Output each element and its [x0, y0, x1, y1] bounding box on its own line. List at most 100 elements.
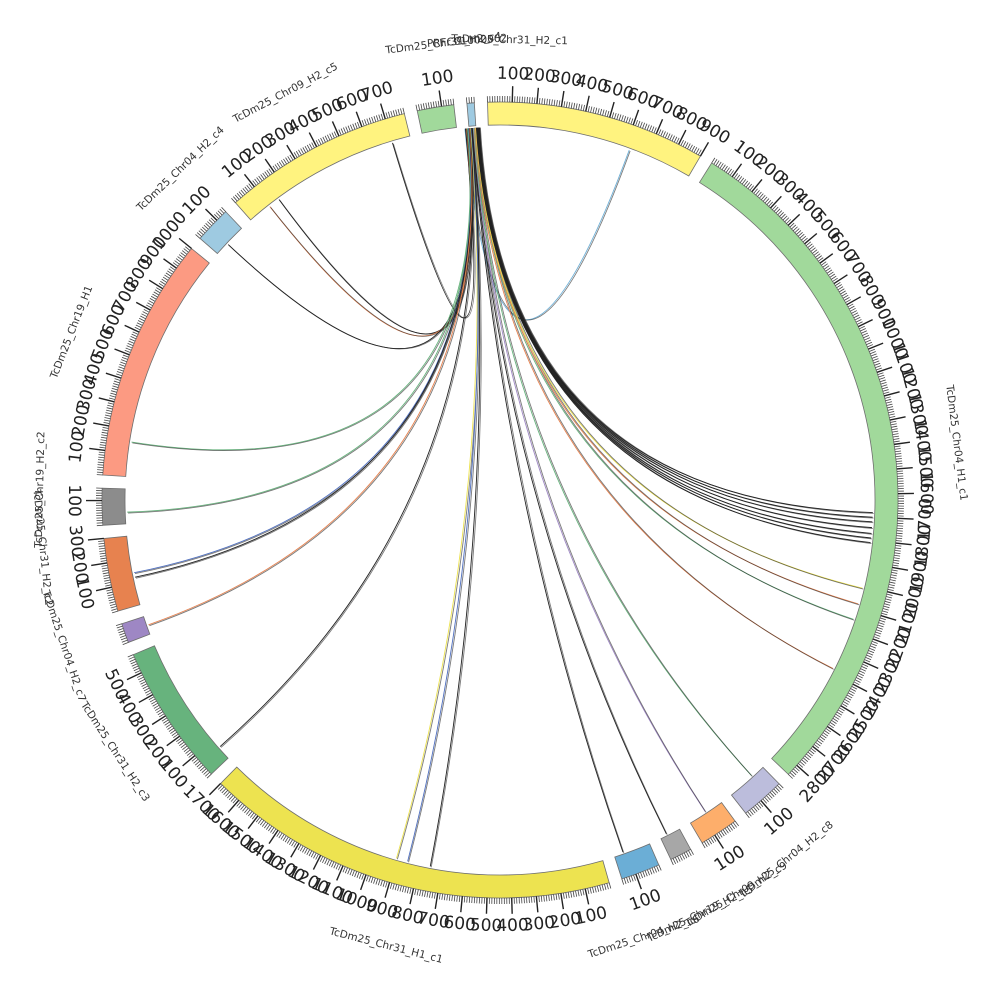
minor-tick [375, 115, 379, 122]
minor-tick [892, 433, 899, 435]
minor-tick [322, 857, 326, 864]
minor-tick [695, 148, 700, 154]
minor-tick [463, 896, 466, 903]
link-outline [149, 128, 474, 627]
minor-tick [892, 564, 899, 567]
minor-tick [234, 194, 240, 200]
minor-tick [606, 110, 610, 117]
minor-tick [392, 110, 396, 117]
minor-tick [231, 197, 236, 203]
minor-tick [713, 159, 718, 165]
minor-tick [133, 667, 140, 672]
minor-tick [633, 874, 636, 881]
minor-tick [616, 113, 619, 120]
minor-tick [533, 896, 535, 903]
minor-tick [153, 704, 160, 709]
link-TcDm25_Chr31_H1_c1 [429, 128, 481, 867]
minor-tick [165, 723, 172, 728]
minor-tick [382, 880, 386, 887]
minor-tick [894, 448, 901, 450]
major-tick [868, 342, 884, 350]
minor-tick [370, 877, 374, 884]
major-tick [336, 865, 344, 881]
minor-tick [261, 821, 267, 827]
minor-tick [685, 851, 690, 858]
minor-tick [548, 894, 550, 902]
minor-tick [599, 108, 603, 115]
minor-tick [855, 319, 862, 323]
minor-tick [361, 120, 365, 127]
minor-tick [725, 167, 730, 173]
minor-tick [125, 347, 132, 351]
major-tick [312, 854, 322, 870]
minor-tick [399, 885, 402, 892]
minor-tick [456, 895, 458, 902]
minor-tick [203, 224, 209, 230]
minor-tick [262, 172, 267, 179]
minor-tick [888, 586, 895, 589]
minor-tick [762, 798, 768, 804]
minor-tick [297, 844, 302, 851]
minor-tick [871, 355, 878, 359]
minor-tick [895, 455, 902, 458]
minor-tick [873, 636, 880, 640]
minor-tick [726, 826, 731, 833]
minor-tick [310, 851, 315, 858]
minor-tick [242, 188, 247, 194]
minor-tick [872, 358, 879, 362]
minor-tick [667, 133, 671, 140]
minor-tick [116, 625, 123, 629]
minor-tick [328, 860, 333, 867]
minor-tick [306, 849, 311, 855]
major-tick [243, 173, 255, 188]
major-tick [535, 896, 539, 913]
minor-tick [185, 246, 191, 251]
major-tick [872, 638, 889, 646]
minor-tick [147, 302, 153, 307]
minor-tick [590, 106, 593, 113]
tick-label: 100 [420, 66, 455, 91]
minor-tick [799, 761, 805, 766]
minor-tick [876, 629, 883, 633]
minor-tick [105, 584, 112, 587]
minor-tick [344, 867, 348, 874]
link-TcDm25_Chr04_H1_c1 [478, 127, 873, 518]
minor-tick [106, 407, 113, 410]
minor-tick [266, 824, 271, 830]
minor-tick [868, 650, 875, 654]
minor-tick [729, 170, 734, 176]
minor-tick [896, 463, 903, 465]
major-tick [182, 755, 196, 767]
minor-tick [886, 403, 893, 406]
minor-tick [721, 164, 726, 170]
minor-tick [421, 890, 424, 897]
minor-tick [831, 275, 837, 280]
minor-tick [134, 326, 141, 331]
minor-tick [789, 772, 795, 777]
minor-tick [180, 743, 186, 749]
minor-tick [892, 430, 899, 433]
minor-tick [582, 104, 585, 111]
link-outline [134, 128, 473, 575]
minor-tick [141, 313, 147, 317]
minor-tick [856, 677, 862, 681]
minor-tick [397, 108, 400, 115]
minor-tick [128, 656, 135, 660]
minor-tick [249, 812, 255, 818]
minor-tick [592, 887, 595, 894]
major-tick [760, 800, 772, 814]
minor-tick [606, 883, 609, 890]
minor-tick [844, 698, 850, 703]
segment-TcDm25_Chr04_H2_c6 [614, 843, 660, 880]
minor-tick [853, 681, 860, 686]
minor-tick [409, 887, 412, 894]
minor-tick [286, 838, 291, 844]
minor-tick [628, 876, 632, 883]
segment-TcDm25_Chr09_H2_c9 [689, 801, 736, 844]
minor-tick [442, 99, 445, 107]
minor-tick [674, 857, 679, 863]
minor-tick [121, 359, 127, 363]
minor-tick [311, 142, 315, 149]
minor-tick [877, 372, 884, 376]
major-tick [892, 566, 909, 571]
